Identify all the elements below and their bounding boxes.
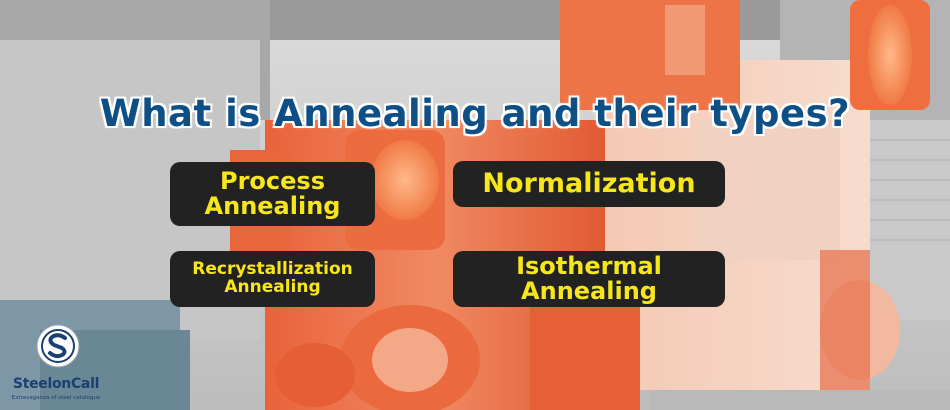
type-label-line1: Recrystallization	[192, 259, 353, 280]
type-card-recrystallization-annealing: Recrystallization Annealing	[170, 251, 375, 307]
type-label-line1: Isothermal	[516, 251, 662, 280]
banner-title: What is Annealing and their types?	[99, 92, 851, 135]
type-card-normalization: Normalization	[453, 161, 725, 207]
logo-wordmark: SteelonCall	[12, 376, 100, 392]
type-label-line2: Annealing	[224, 277, 321, 297]
steeloncall-logo: SteelonCall Extravaganza of steel catalo…	[6, 318, 106, 410]
type-label-line2: Annealing	[204, 192, 341, 220]
type-label-line1: Normalization	[482, 167, 696, 199]
logo-s-icon	[36, 324, 80, 368]
type-card-isothermal-annealing: Isothermal Annealing	[453, 251, 725, 307]
logo-tagline: Extravaganza of steel catalogue	[11, 395, 101, 401]
type-card-process-annealing: Process Annealing	[170, 162, 375, 226]
type-label-line1: Process	[220, 166, 325, 195]
type-label-line2: Annealing	[521, 277, 657, 305]
